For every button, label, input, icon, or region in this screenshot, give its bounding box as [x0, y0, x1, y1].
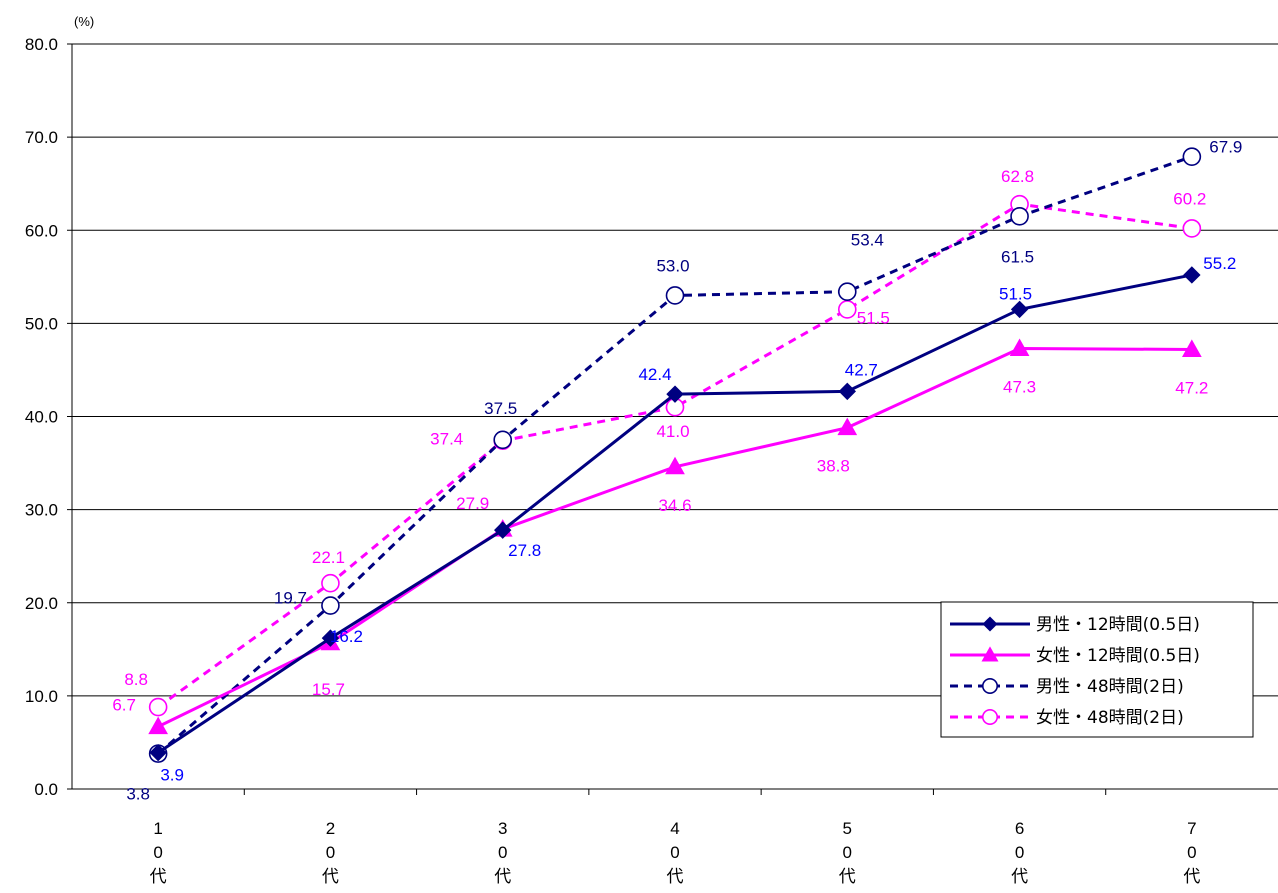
- data-label: 42.7: [845, 360, 878, 379]
- circle-marker: [837, 282, 857, 302]
- data-label: 47.3: [1003, 378, 1036, 397]
- data-label: 47.2: [1175, 378, 1208, 397]
- triangle-marker: [981, 646, 999, 662]
- y-tick-label: 0.0: [34, 780, 58, 799]
- data-label: 53.0: [656, 256, 689, 275]
- circle-marker: [981, 708, 999, 726]
- data-label: 16.2: [330, 627, 363, 646]
- x-tick-label: 1: [153, 819, 162, 838]
- data-label: 22.1: [312, 548, 345, 567]
- x-tick-label: 4: [670, 819, 679, 838]
- data-labels: 3.9 16.2 27.8 42.4 42.7 51.5 55.2 6.7 15.7 27.9 34…: [112, 138, 1242, 804]
- data-label: 55.2: [1203, 254, 1236, 273]
- diamond-marker: [321, 629, 340, 647]
- x-tick-label: 代: [1183, 867, 1200, 886]
- y-unit-label: (%): [74, 14, 94, 29]
- data-label: 15.7: [312, 680, 345, 699]
- x-tick-label: 代: [494, 867, 511, 886]
- circle-marker: [1182, 219, 1202, 238]
- y-tick-label: 40.0: [25, 408, 58, 427]
- legend-label: 女性・48時間(2日): [1036, 708, 1184, 728]
- circle-marker: [1182, 147, 1202, 166]
- x-tick-label: 3: [498, 819, 507, 838]
- circle-marker: [321, 573, 340, 593]
- y-tick-label: 10.0: [25, 687, 58, 706]
- x-tick-label: 7: [1187, 819, 1196, 838]
- y-tick-label: 70.0: [25, 128, 58, 147]
- data-label: 27.9: [456, 494, 489, 513]
- diamond-marker: [1010, 300, 1029, 319]
- x-tick-label: 0: [498, 843, 507, 862]
- data-label: 27.8: [508, 541, 541, 560]
- y-tick-label: 60.0: [25, 221, 58, 240]
- data-label: 37.5: [484, 399, 517, 418]
- diamond-marker: [494, 521, 512, 539]
- circle-marker: [665, 286, 685, 305]
- series-lines: [148, 147, 1202, 763]
- data-label: 6.7: [112, 696, 136, 715]
- data-label: 62.8: [1001, 167, 1034, 186]
- data-label: 51.5: [999, 284, 1032, 303]
- x-tick-label: 0: [670, 843, 679, 862]
- triangle-marker: [837, 417, 858, 436]
- x-tick-label: 0: [843, 843, 852, 862]
- x-tick-label: 2: [326, 819, 335, 838]
- data-label: 61.5: [1001, 247, 1034, 266]
- y-tick-label: 20.0: [25, 594, 58, 613]
- legend-label: 女性・12時間(0.5日): [1036, 646, 1200, 666]
- data-label: 38.8: [817, 457, 850, 476]
- x-tick-label: 0: [1015, 843, 1024, 862]
- x-tick-label: 代: [150, 867, 167, 886]
- y-axis-ticks: 0.0 10.0 20.0 30.0 40.0 50.0 60.0 70.0 80.0: [25, 35, 58, 799]
- data-label: 60.2: [1173, 189, 1206, 208]
- x-tick-label: 代: [1011, 867, 1028, 886]
- x-tick-label: 0: [1187, 843, 1196, 862]
- triangle-marker: [1009, 338, 1030, 357]
- circle-marker: [148, 697, 168, 717]
- diamond-marker: [982, 616, 998, 632]
- x-tick-label: 代: [839, 867, 856, 886]
- triangle-marker: [148, 716, 168, 735]
- triangle-marker: [1182, 339, 1202, 357]
- legend-label: 男性・48時間(2日): [1036, 677, 1184, 697]
- data-label: 3.9: [160, 766, 184, 785]
- data-label: 67.9: [1209, 138, 1242, 157]
- data-label: 19.7: [274, 589, 307, 608]
- x-tick-label: 0: [153, 843, 162, 862]
- x-axis-ticks: 1 0 代 2 0 代 3 0 代 4 0 代 5 0 代 6 0 代 7 0 代: [150, 819, 1201, 886]
- data-label: 8.8: [124, 670, 148, 689]
- data-label: 41.0: [656, 422, 689, 441]
- diamond-marker: [666, 385, 684, 403]
- legend: 男性・12時間(0.5日) 女性・12時間(0.5日) 男性・48時間(2日) 女性・…: [940, 601, 1254, 738]
- diamond-marker: [1183, 266, 1201, 284]
- data-label: 51.5: [857, 308, 890, 327]
- triangle-marker: [665, 456, 685, 475]
- x-tick-label: 代: [667, 867, 684, 886]
- legend-label: 男性・12時間(0.5日): [1036, 615, 1200, 635]
- circle-marker: [321, 596, 340, 615]
- circle-marker: [493, 430, 513, 450]
- diamond-marker: [149, 743, 167, 762]
- gridlines: [67, 43, 1278, 795]
- diamond-marker: [838, 382, 856, 401]
- x-tick-label: 6: [1015, 819, 1024, 838]
- data-label: 37.4: [430, 430, 463, 449]
- data-label: 34.6: [658, 496, 691, 515]
- data-label: 3.8: [126, 785, 150, 804]
- x-tick-label: 5: [843, 819, 852, 838]
- circle-marker: [1010, 206, 1029, 226]
- data-label: 42.4: [638, 365, 671, 384]
- data-label: 53.4: [851, 231, 884, 250]
- y-tick-label: 50.0: [25, 314, 58, 333]
- y-tick-label: 30.0: [25, 501, 58, 520]
- y-tick-label: 80.0: [25, 35, 58, 54]
- x-tick-label: 0: [326, 843, 335, 862]
- circle-marker: [837, 300, 857, 319]
- circle-marker: [981, 677, 999, 695]
- x-tick-label: 代: [322, 867, 339, 886]
